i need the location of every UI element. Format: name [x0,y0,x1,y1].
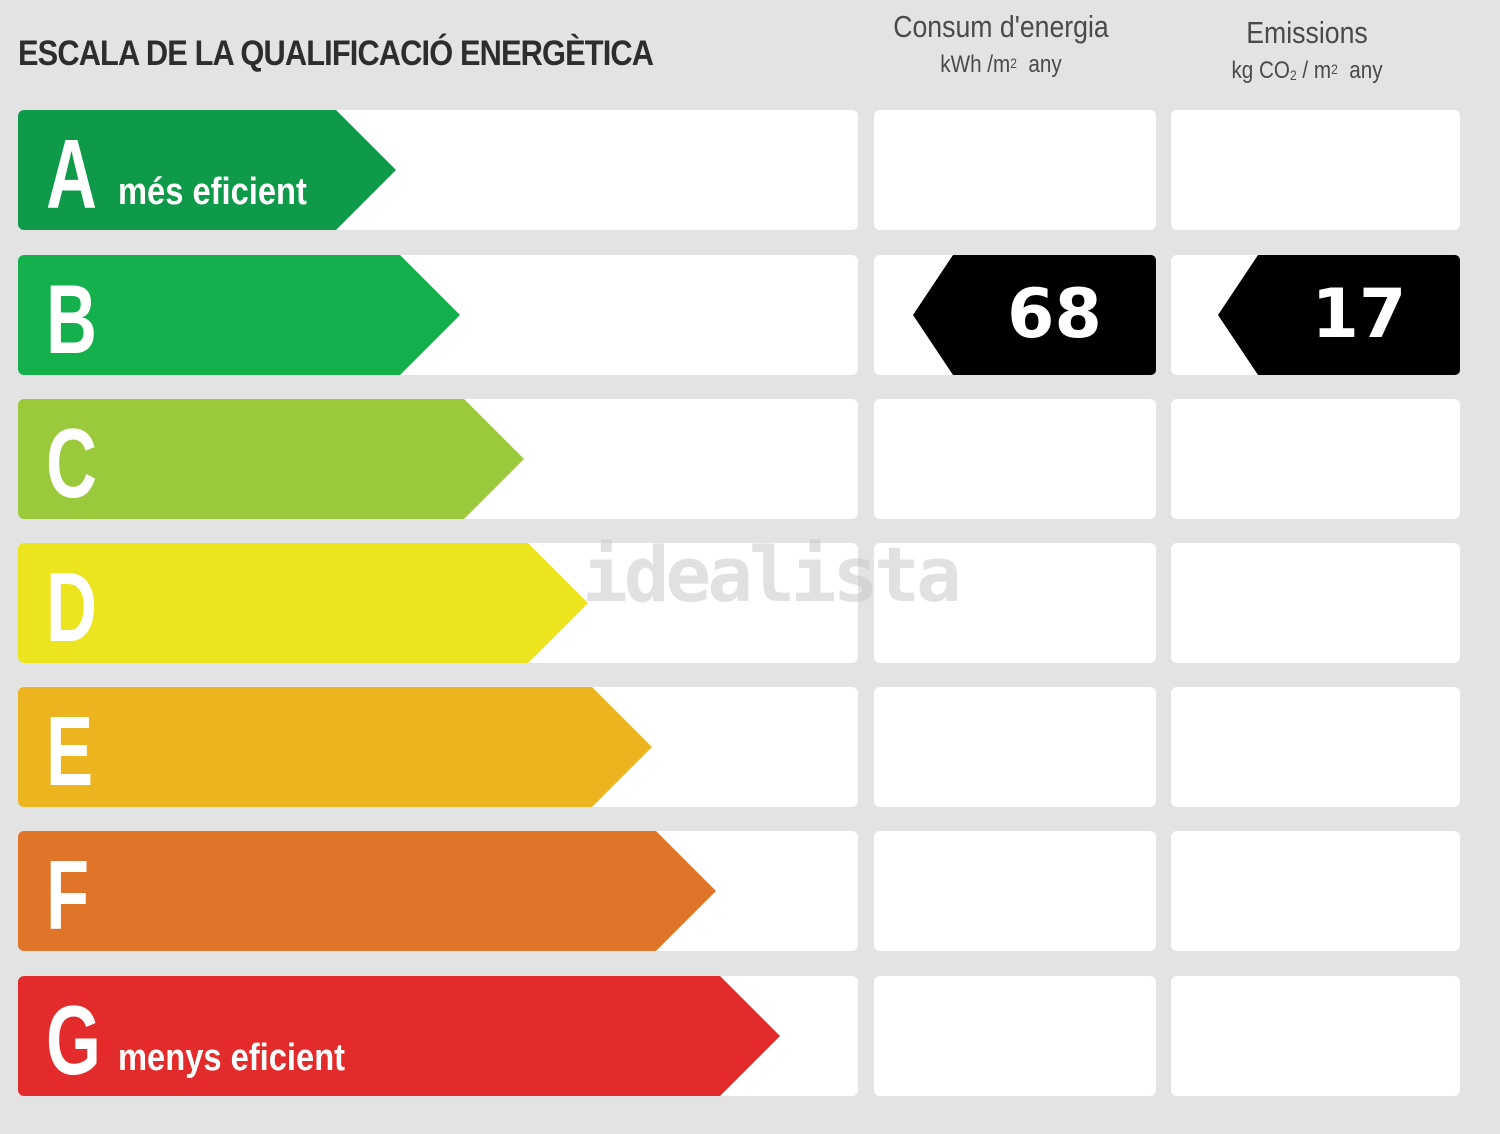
emissions-value: 17 [1311,275,1407,354]
rating-row-f: F [0,831,1492,951]
scale-title: ESCALA DE LA QUALIFICACIÓ ENERGÈTICA [18,34,654,73]
energy-cell [874,110,1156,230]
rating-letter: F [46,840,90,950]
idealista-watermark: idealista [582,530,962,619]
rating-arrow-e: E [18,687,652,807]
rating-letter: D [46,552,97,662]
energy-cell [874,831,1156,951]
rating-arrow-b: B [18,255,460,375]
rating-sublabel: menys eficient [118,1037,346,1079]
rating-arrow-d: D [18,543,588,663]
energy-cell [874,976,1156,1096]
rating-letter: C [46,408,97,518]
rating-sublabel: més eficient [118,171,307,213]
emissions-cell [1171,399,1460,519]
energy-column-unit: kWh /m2 any [940,51,1062,78]
rating-letter: G [46,985,101,1095]
rating-letter: B [46,264,97,374]
emissions-cell [1171,687,1460,807]
emissions-cell [1171,831,1460,951]
rating-letter: A [46,119,97,229]
rating-row-d: D [0,543,1492,663]
energy-cell [874,687,1156,807]
energy-cell [874,399,1156,519]
emissions-cell [1171,110,1460,230]
energy-value-marker: 68 [913,255,1156,375]
energy-cell [874,543,1156,663]
emissions-value-marker: 17 [1218,255,1460,375]
rating-row-c: C [0,399,1492,519]
energy-value: 68 [1007,275,1102,354]
emissions-cell [1171,976,1460,1096]
energy-column-label: Consum d'energia [893,9,1109,44]
rating-arrow-f: F [18,831,716,951]
rating-row-e: E [0,687,1492,807]
rating-arrow-c: C [18,399,524,519]
rating-letter: E [46,696,94,806]
emissions-column-unit: kg CO2 / m2 any [1231,57,1383,84]
emissions-column-header: Emissions kg CO2 / m2 any [1191,16,1423,86]
emissions-column-label: Emissions [1246,15,1368,50]
energy-column-header: Consum d'energia kWh /m2 any [885,10,1117,80]
rating-row-b: B 68 17 [0,255,1492,375]
emissions-cell [1171,543,1460,663]
